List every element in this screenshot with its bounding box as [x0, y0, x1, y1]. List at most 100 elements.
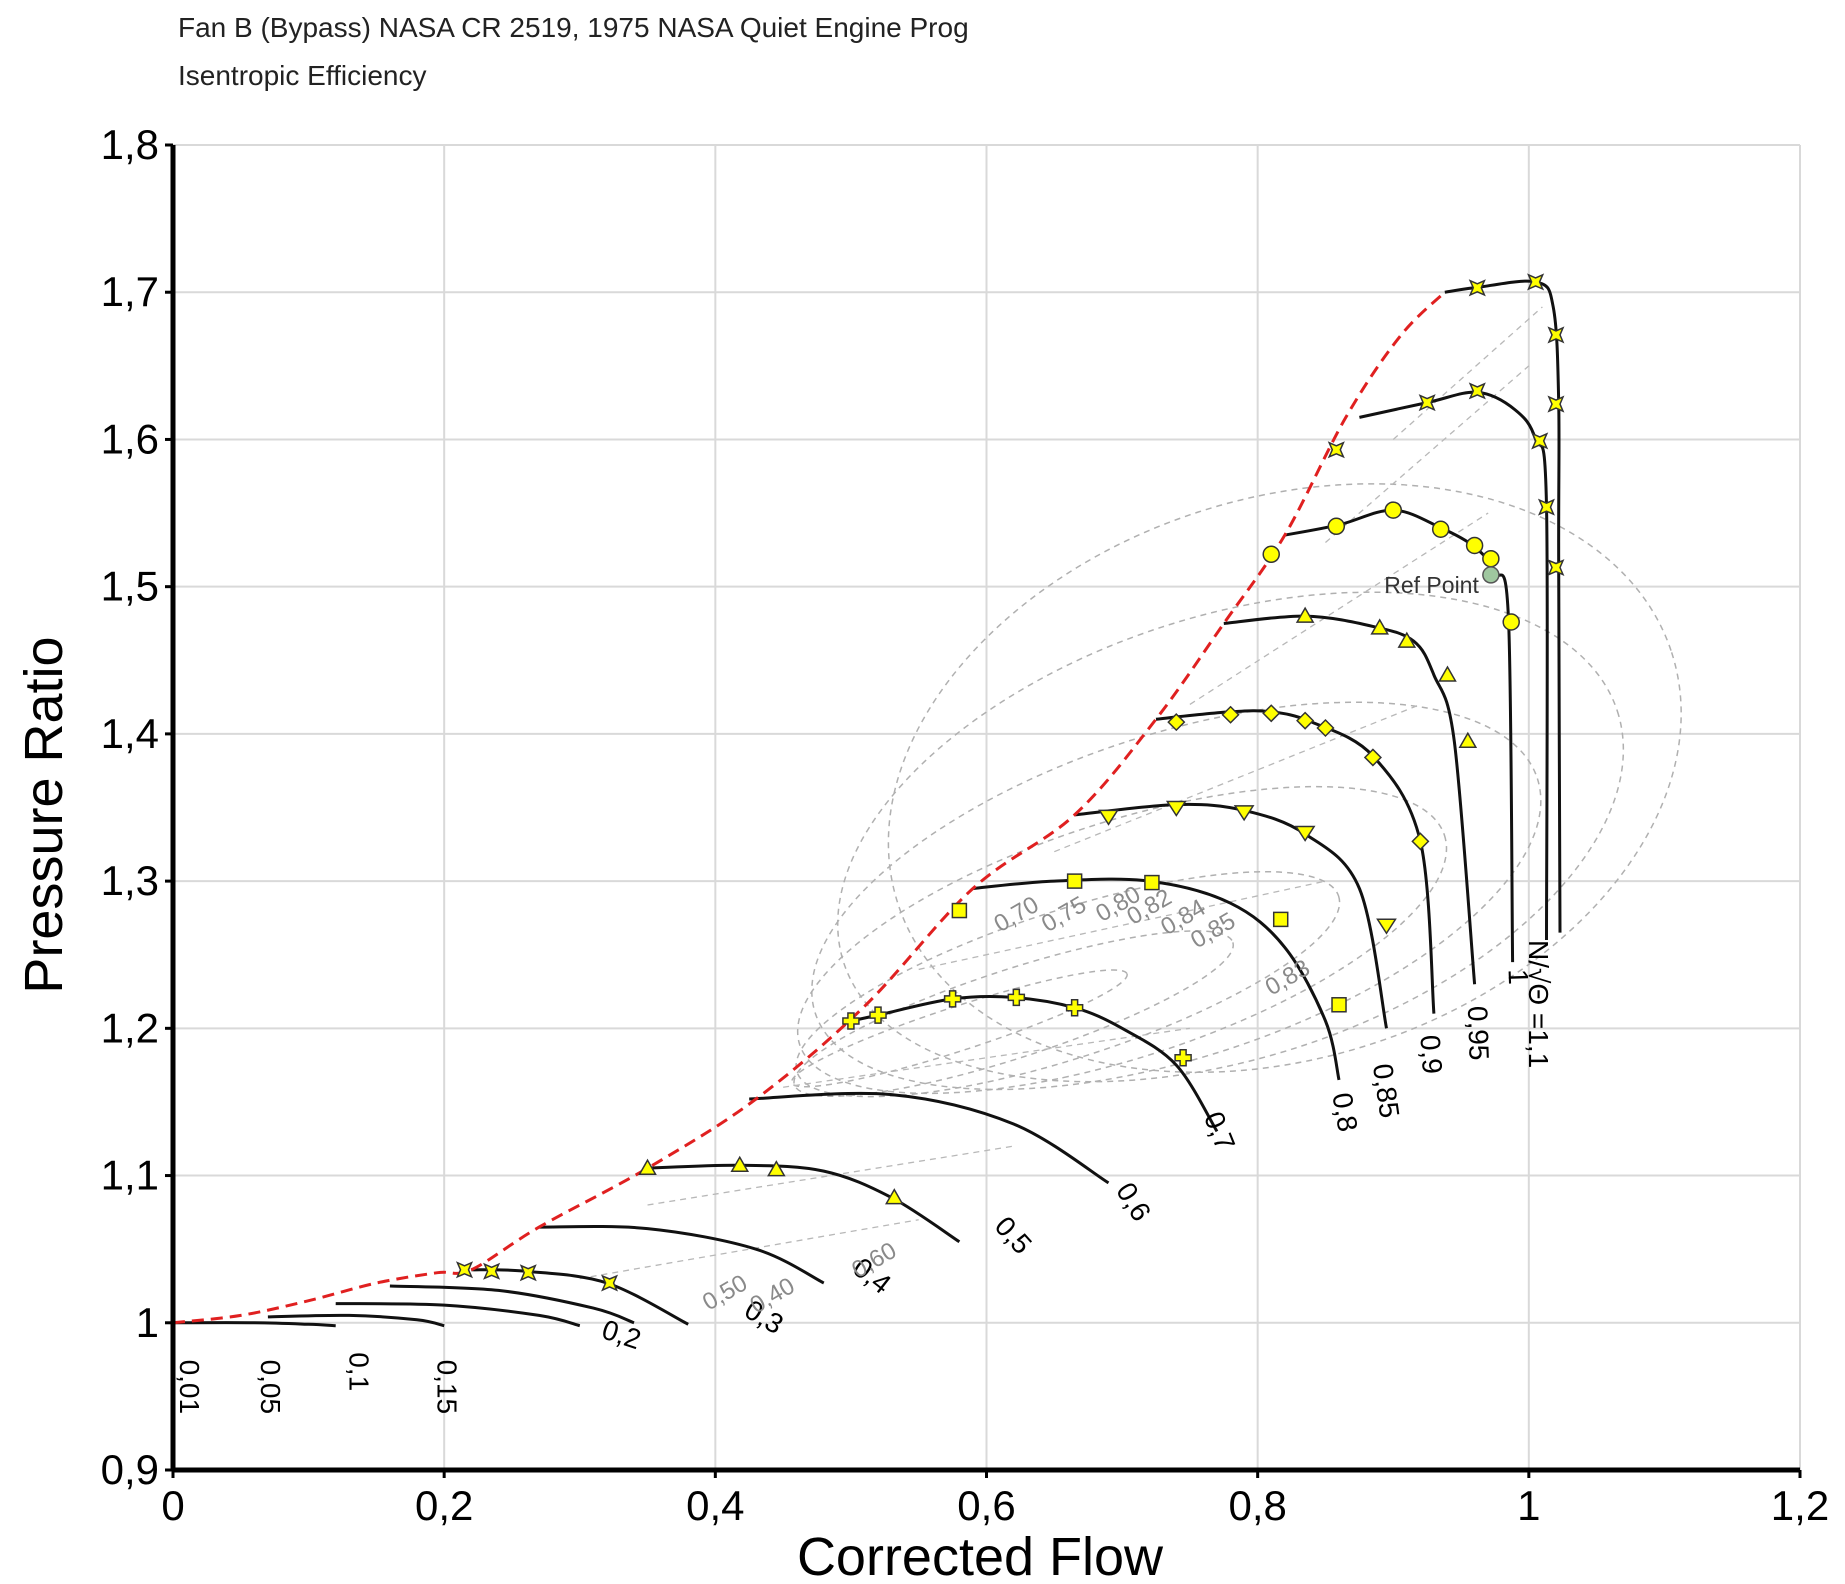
efficiency-contour-label: 0,75 [1037, 891, 1091, 938]
marker-diamond [1363, 748, 1382, 767]
y-axis-title: Pressure Ratio [14, 636, 74, 993]
marker-diamond [1316, 718, 1335, 738]
marker-diamond [1221, 705, 1240, 724]
marker-cross [1007, 988, 1026, 1007]
surge-line [172, 291, 1446, 1325]
y-tick-label: 1,5 [101, 563, 159, 610]
speed-line [389, 1284, 635, 1325]
axes: 0 0,2 0,4 0,6 0,8 1 1,2 0,9 1 1,1 1,2 1,3 1,4 1,5 1,6 1… [101, 121, 1830, 1529]
marker-triangle [767, 1160, 786, 1177]
speed-line [647, 1163, 961, 1244]
marker-square [951, 902, 968, 919]
y-tick-label: 1,7 [101, 268, 159, 315]
marker-square [1144, 874, 1160, 891]
marker-circle [1262, 545, 1280, 564]
efficiency-contour [836, 591, 1625, 1083]
y-tick-label: 1,2 [101, 1004, 159, 1051]
marker-triangle [885, 1188, 904, 1205]
efficiency-contour-label: 0,50 [698, 1269, 752, 1316]
marker-star [1547, 559, 1565, 577]
marker-star [1527, 273, 1545, 291]
x-tick-label: 0 [161, 1482, 184, 1529]
speed-line [267, 1313, 445, 1328]
speed-line [335, 1302, 581, 1328]
speed-lines [172, 279, 1562, 1328]
marker-star [1547, 326, 1565, 344]
efficiency-contour [647, 1145, 1014, 1206]
y-tick-label: 1,8 [101, 121, 159, 168]
speed-line [172, 1321, 336, 1328]
marker-diamond [1167, 713, 1186, 732]
speed-line [1223, 614, 1477, 985]
marker-triangle [1295, 606, 1315, 623]
marker-triangle [638, 1158, 657, 1175]
marker-triangle [1397, 631, 1417, 648]
speed-line [471, 1268, 689, 1326]
marker-star [1468, 279, 1486, 297]
marker-star [1468, 382, 1486, 400]
speed-line-label: 0,8 [1326, 1090, 1363, 1134]
speed-line [972, 877, 1341, 1081]
x-tick-label: 0,8 [1228, 1482, 1286, 1529]
marker-diamond [1262, 704, 1281, 723]
x-tick-label: 0,6 [957, 1482, 1015, 1529]
marker-star [1531, 432, 1549, 450]
marker-cross [1065, 998, 1084, 1017]
marker-triangle-down [1098, 809, 1119, 826]
speed-line-label: 0,85 [1367, 1062, 1405, 1120]
marker-triangle [1370, 618, 1389, 635]
marker-star [1327, 441, 1345, 459]
speed-line-label: 0,9 [1414, 1034, 1448, 1075]
efficiency-contour [579, 1219, 919, 1280]
marker-circle [1384, 501, 1402, 519]
data-markers: Ref Point [455, 273, 1565, 1292]
speed-line-label: 0,05 [255, 1360, 286, 1415]
efficiency-contour-label: 0,83 [1261, 954, 1315, 1001]
efficiency-contour-label: 0,70 [990, 891, 1044, 938]
efficiency-contour [1189, 512, 1489, 705]
efficiency-contour [1325, 365, 1530, 543]
marker-cross [842, 1012, 860, 1030]
efficiency-contour [796, 785, 1448, 1095]
marker-star [1537, 498, 1555, 516]
reference-point-marker [1482, 566, 1500, 584]
speed-line-label: 0,95 [1462, 1005, 1495, 1061]
marker-cross [1174, 1049, 1192, 1067]
speed-line-label: 0,6 [1110, 1177, 1157, 1226]
marker-triangle-down [1165, 800, 1187, 817]
marker-diamond [1296, 711, 1315, 730]
speed-line-label: 0,2 [598, 1314, 645, 1356]
marker-square [1272, 911, 1289, 928]
marker-circle [1502, 613, 1520, 631]
y-tick-label: 1,4 [101, 710, 159, 757]
efficiency-contour [811, 701, 1542, 1091]
efficiency-contour [887, 483, 1682, 1074]
speed-line [749, 1091, 1110, 1185]
y-tick-label: 1,3 [101, 857, 159, 904]
speed-line-label: 1 [1502, 969, 1534, 986]
speed-line-label: 0,5 [989, 1210, 1038, 1260]
chart-labels: 0,01 0,05 0,1 0,150,2 0,30,40,50,60,7 0,8 0,85… [174, 881, 1554, 1414]
efficiency-contour [1054, 703, 1421, 853]
x-tick-label: 1 [1517, 1482, 1540, 1529]
speed-line-label: 0,1 [343, 1352, 374, 1391]
marker-diamond [1411, 832, 1430, 851]
reference-point-label: Ref Point [1384, 572, 1479, 598]
marker-circle [1482, 549, 1500, 568]
speed-line [850, 994, 1219, 1133]
x-tick-label: 1,2 [1771, 1482, 1829, 1529]
surge-line-path [172, 291, 1446, 1325]
speed-line [539, 1225, 825, 1285]
speed-line [1444, 279, 1562, 933]
marker-cross [943, 990, 962, 1008]
marker-cross [869, 1006, 887, 1024]
speed-line-label: 0,15 [431, 1360, 462, 1415]
marker-star [519, 1264, 537, 1282]
x-tick-label: 0,2 [415, 1482, 473, 1529]
marker-triangle-down [1233, 805, 1255, 822]
marker-circle [1431, 520, 1450, 538]
marker-circle [1327, 517, 1346, 536]
efficiency-contour [795, 870, 1341, 1098]
marker-star [455, 1261, 474, 1279]
